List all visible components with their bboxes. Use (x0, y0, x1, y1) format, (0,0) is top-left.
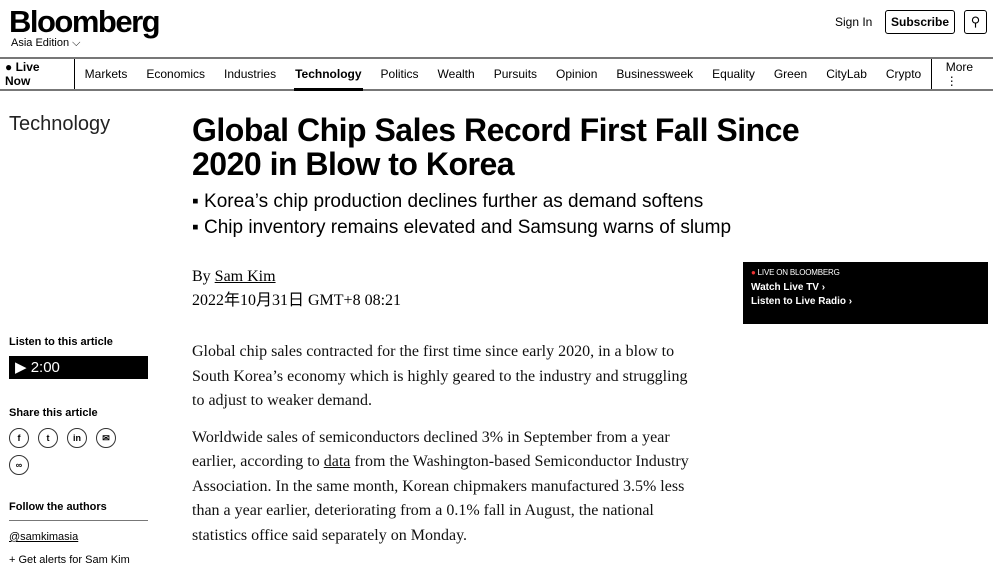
nav-item-pursuits[interactable]: Pursuits (493, 67, 538, 81)
subscribe-button[interactable]: Subscribe (885, 10, 956, 34)
live-dot-icon: ● (751, 268, 756, 277)
nav-more-button[interactable]: More ⋮ (930, 59, 993, 89)
share-icons: f t in ✉ ∞ (9, 428, 129, 475)
live-label: ● LIVE ON BLOOMBERG (751, 268, 840, 277)
facebook-icon[interactable]: f (9, 428, 29, 448)
divider (9, 520, 148, 521)
edition-label: Asia Edition (11, 37, 70, 49)
listen-heading: Listen to this article (9, 336, 113, 348)
link-icon[interactable]: ∞ (9, 455, 29, 475)
author-link[interactable]: Sam Kim (214, 268, 276, 285)
get-alerts-link[interactable]: + Get alerts for Sam Kim (9, 554, 130, 566)
summary-bullet: Korea’s chip production declines further… (192, 189, 731, 215)
listen-live-radio-link[interactable]: Listen to Live Radio › (751, 296, 853, 307)
main-nav: ● Live Now Markets Economics Industries … (0, 57, 993, 91)
nav-item-green[interactable]: Green (773, 67, 808, 81)
sign-in-link[interactable]: Sign In (835, 15, 873, 29)
section-label[interactable]: Technology (9, 113, 111, 135)
linkedin-icon[interactable]: in (67, 428, 87, 448)
search-icon: ⚲ (970, 14, 981, 29)
twitter-handle-link[interactable]: @samkimasia (9, 531, 79, 543)
twitter-icon[interactable]: t (38, 428, 58, 448)
text: from the Washington-based Semiconductor … (192, 453, 689, 544)
nav-item-technology[interactable]: Technology (286, 59, 371, 91)
email-icon[interactable]: ✉ (96, 428, 116, 448)
nav-item-wealth[interactable]: Wealth (437, 67, 475, 81)
data-link[interactable]: data (323, 453, 351, 470)
nav-live-now[interactable]: ● Live Now (0, 59, 76, 89)
search-button[interactable]: ⚲ (964, 10, 987, 34)
byline-prefix: By (192, 268, 215, 285)
nav-item-citylab[interactable]: CityLab (826, 67, 867, 81)
nav-item-politics[interactable]: Politics (380, 67, 419, 81)
live-on-bloomberg-box: ● LIVE ON BLOOMBERG Watch Live TV › List… (743, 262, 988, 324)
article-body: Global chip sales contracted for the fir… (192, 340, 692, 560)
nav-item-markets[interactable]: Markets (84, 67, 128, 81)
share-heading: Share this article (9, 407, 98, 419)
paragraph: Worldwide sales of semiconductors declin… (192, 426, 692, 549)
nav-item-opinion[interactable]: Opinion (556, 67, 598, 81)
summary-bullet: Chip inventory remains elevated and Sams… (192, 215, 731, 241)
bloomberg-logo[interactable]: Bloomberg (9, 4, 161, 39)
edition-selector[interactable]: Asia Edition ⌵ (11, 37, 81, 50)
nav-item-crypto[interactable]: Crypto (885, 67, 922, 81)
publish-date: 2022年10月31日 GMT+8 08:21 (192, 292, 402, 309)
nav-item-equality[interactable]: Equality (712, 67, 755, 81)
summary-bullets: Korea’s chip production declines further… (192, 189, 731, 241)
paragraph: Global chip sales contracted for the fir… (192, 343, 688, 409)
byline: By Sam Kim 2022年10月31日 GMT+8 08:21 (192, 265, 401, 313)
text: Worldwide sales of semiconductors declin… (192, 428, 670, 471)
follow-heading: Follow the authors (9, 501, 107, 513)
nav-item-industries[interactable]: Industries (224, 67, 277, 81)
chevron-down-icon: ⌵ (72, 37, 81, 49)
audio-play-button[interactable]: ▶ 2:00 (9, 356, 148, 379)
nav-item-businessweek[interactable]: Businessweek (616, 67, 694, 81)
watch-live-tv-link[interactable]: Watch Live TV › (751, 282, 826, 293)
nav-item-economics[interactable]: Economics (146, 67, 206, 81)
headline: Global Chip Sales Record First Fall Sinc… (192, 112, 800, 182)
